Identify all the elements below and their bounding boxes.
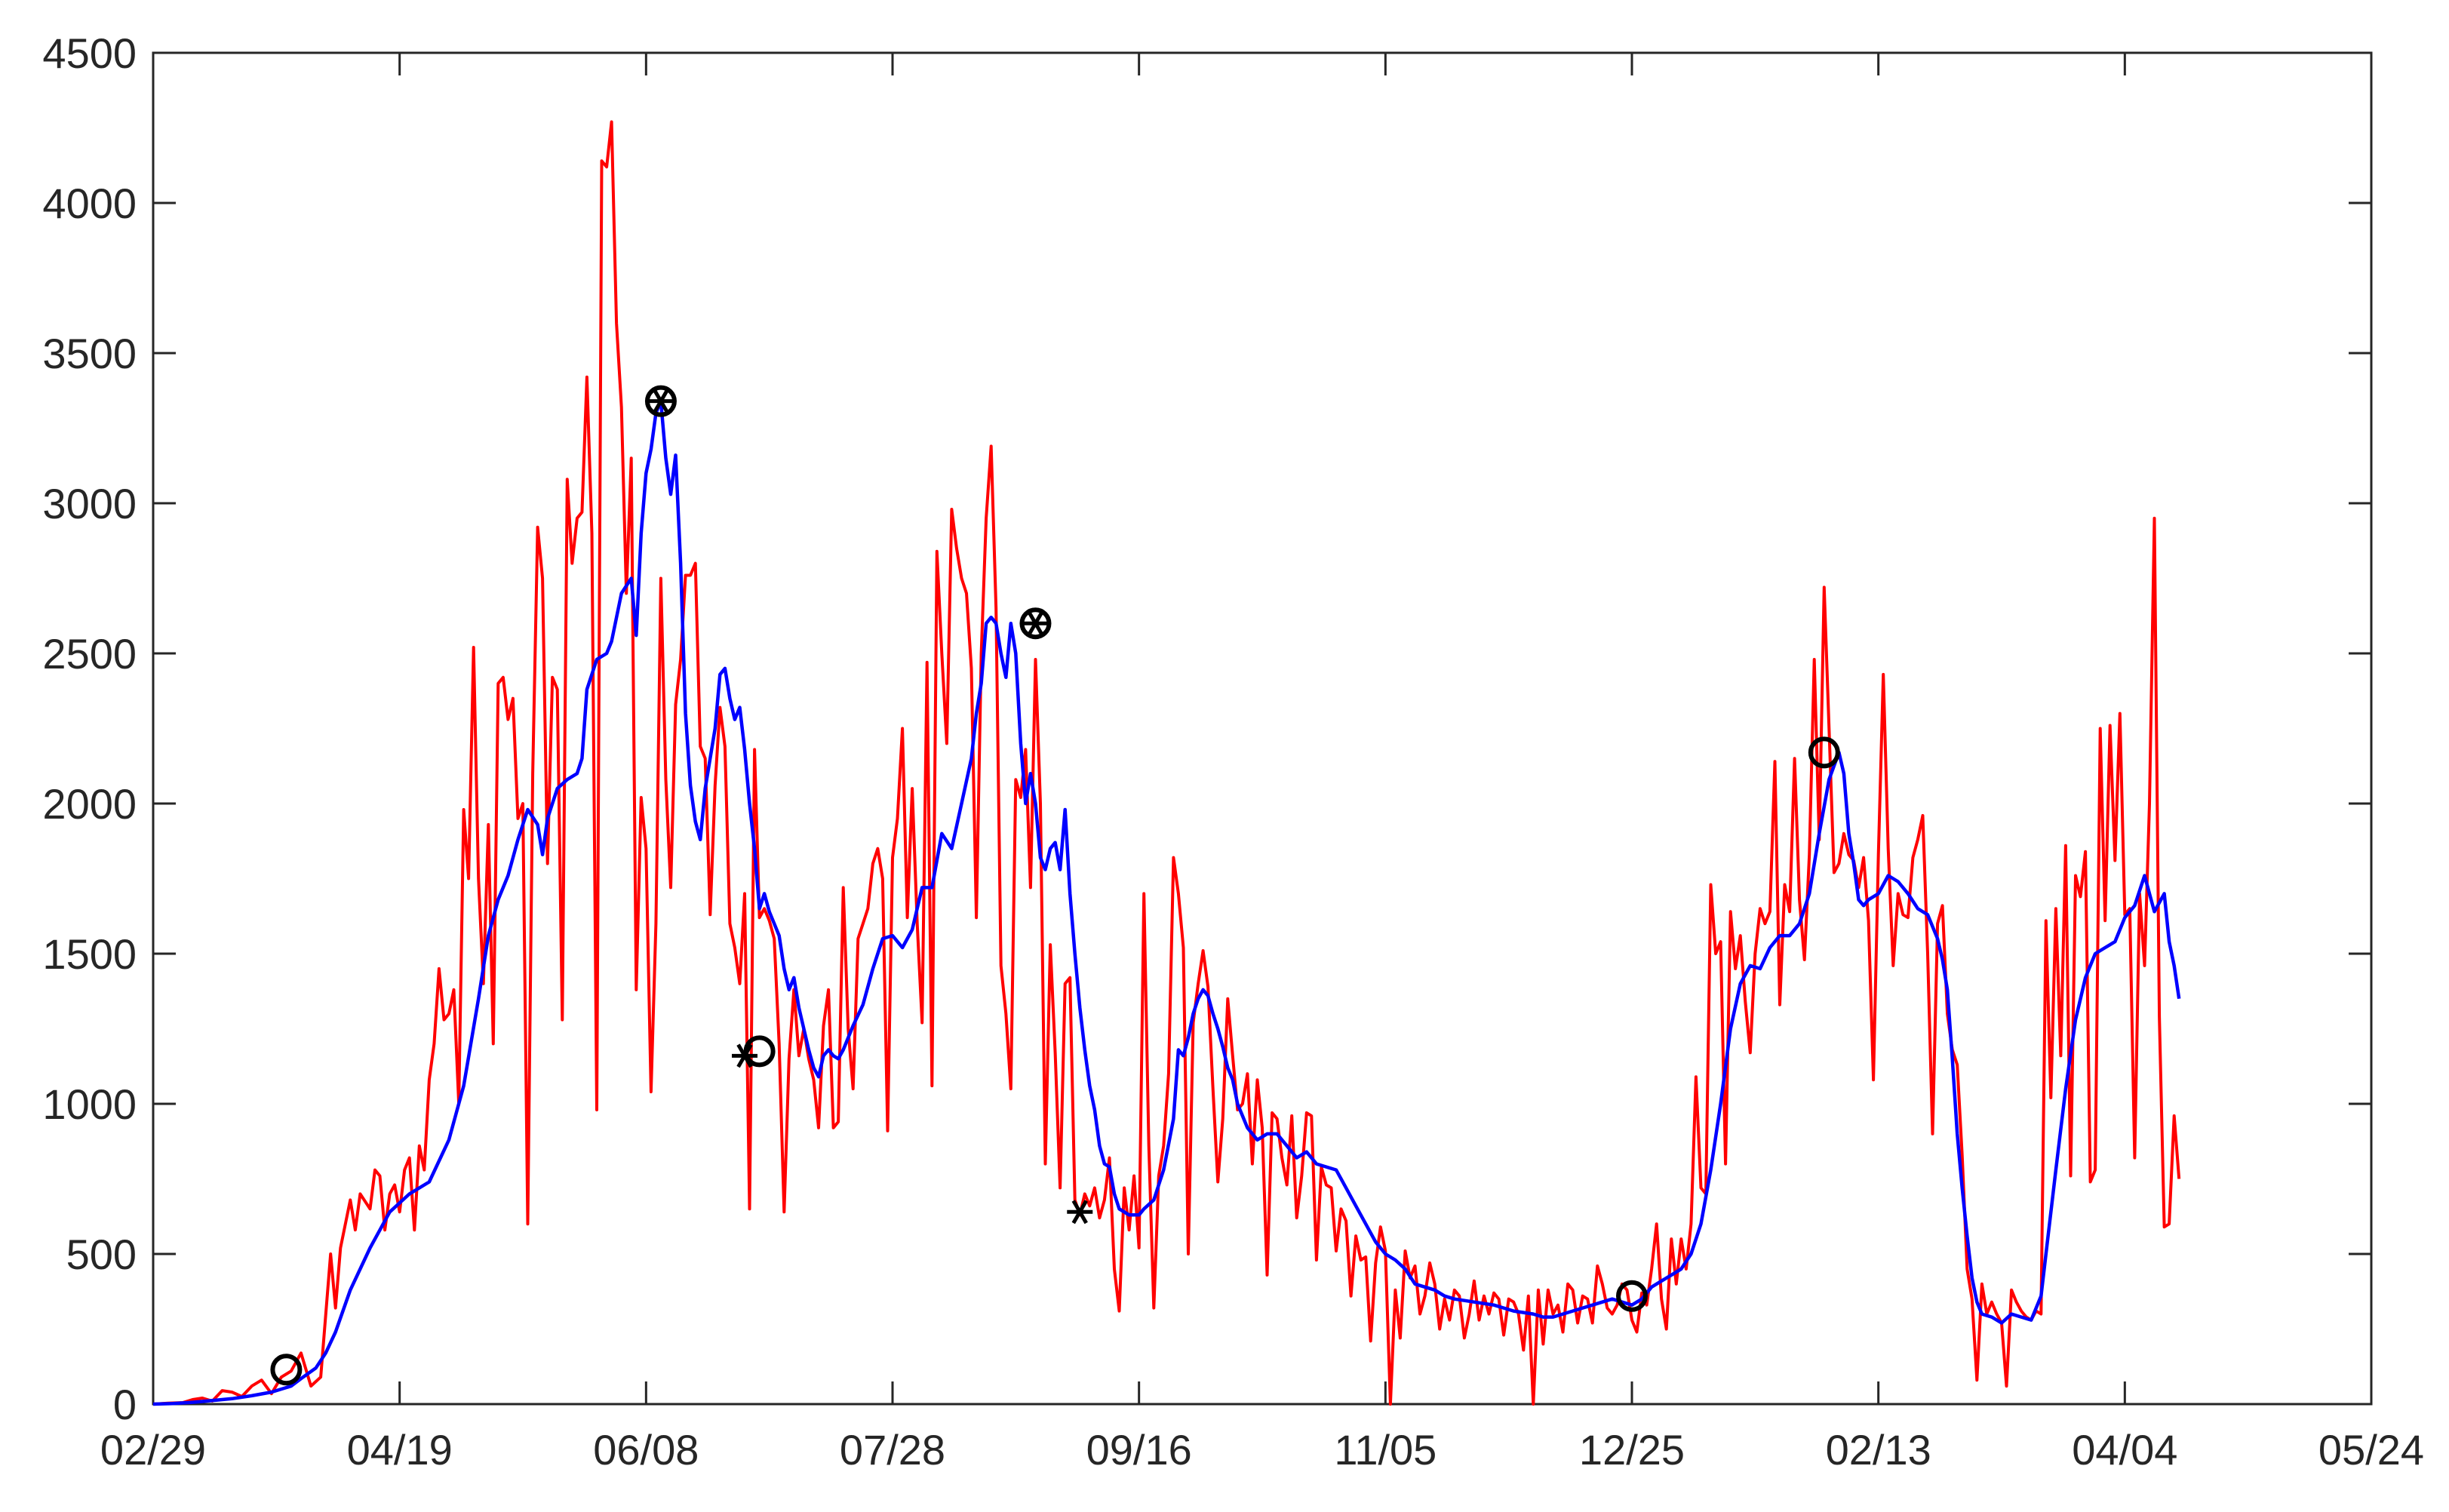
x-tick-label: 09/16: [1086, 1426, 1192, 1474]
y-tick-label: 3500: [42, 330, 137, 377]
x-tick-label: 02/13: [1826, 1426, 1931, 1474]
series-layer: [152, 120, 2181, 1406]
asterisk-stroke: [736, 1043, 753, 1068]
asterisk-stroke: [653, 389, 669, 413]
plot-box: [152, 51, 2373, 1406]
marker-layer: [270, 385, 1840, 1386]
x-axis: 02/29 04/19 06/08 07/28 09/16 11/05 12/25 02/13…: [100, 53, 2424, 1474]
asterisk-marker: [732, 1043, 757, 1068]
asterisk-marker: [1022, 611, 1049, 636]
asterisk-stroke: [1071, 1200, 1088, 1225]
x-tick-label: 04/19: [347, 1426, 453, 1474]
x-tick-label: 12/25: [1579, 1426, 1685, 1474]
circle-marker: [1808, 736, 1840, 769]
y-tick-label: 500: [66, 1231, 137, 1278]
circle-marker: [644, 385, 677, 417]
y-axis: 0 500 1000 1500 2000 2500 3000 3500 4000 4500: [42, 29, 2371, 1428]
circle-marker: [1019, 607, 1052, 640]
asterisk-marker: [1067, 1200, 1093, 1225]
x-tick-label: 06/08: [593, 1426, 699, 1474]
y-tick-label: 2500: [42, 630, 137, 678]
asterisk-marker: [647, 389, 674, 413]
x-tick-label: 04/04: [2072, 1426, 2177, 1474]
y-tick-label: 4000: [42, 180, 137, 227]
x-tick-label: 07/28: [840, 1426, 945, 1474]
asterisk-stroke: [1027, 611, 1044, 636]
circle-marker: [270, 1354, 303, 1386]
y-tick-label: 4500: [42, 29, 137, 77]
x-tick-label: 11/05: [1334, 1426, 1437, 1474]
daily-series-line: [152, 120, 2181, 1406]
smoothed-series-line: [152, 399, 2181, 1406]
x-tick-label: 05/24: [2318, 1426, 2424, 1474]
x-tick-label: 02/29: [100, 1426, 206, 1474]
y-tick-label: 0: [113, 1381, 137, 1428]
y-tick-label: 3000: [42, 480, 137, 527]
y-tick-label: 1500: [42, 930, 137, 978]
y-tick-label: 1000: [42, 1080, 137, 1128]
y-tick-label: 2000: [42, 780, 137, 828]
circle-marker: [1616, 1280, 1648, 1312]
